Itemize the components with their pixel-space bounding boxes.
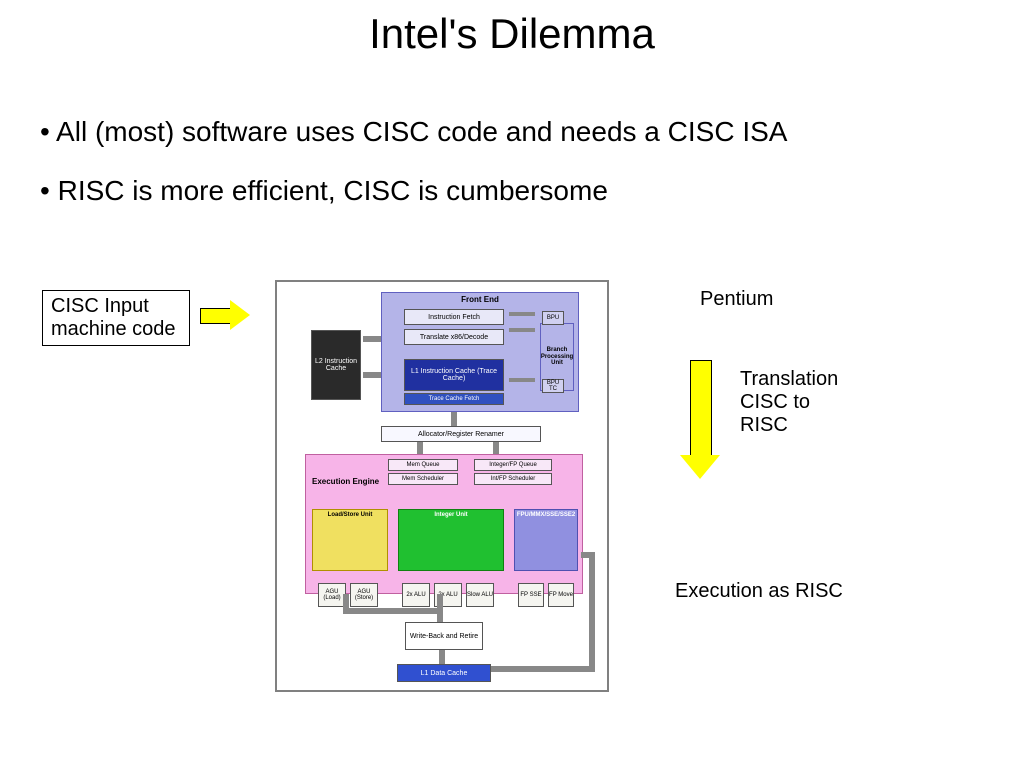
l1-icache-block: L1 Instruction Cache (Trace Cache) xyxy=(404,359,504,391)
ints-block: Int/FP Scheduler xyxy=(474,473,552,485)
execution-label: Execution as RISC xyxy=(675,580,843,603)
intq-block: Integer/FP Queue xyxy=(474,459,552,471)
exec-title: Execution Engine xyxy=(312,477,379,486)
alu3-block: Slow ALU xyxy=(466,583,494,607)
front-end-title: Front End xyxy=(382,295,578,304)
loadstore-block: Load/Store Unit xyxy=(312,509,388,571)
decode-block: Translate x86/Decode xyxy=(404,329,504,345)
arrow-down-icon xyxy=(680,360,720,480)
pentium-label: Pentium xyxy=(700,288,773,311)
writeback-block: Write-Back and Retire xyxy=(405,622,483,650)
cisc-input-box: CISC Input machine code xyxy=(42,290,190,346)
fp1-block: FP SSE xyxy=(518,583,544,607)
translation-label: Translation CISC to RISC xyxy=(740,368,860,437)
fp2-block: FP Move xyxy=(548,583,574,607)
alu1-block: 2x ALU xyxy=(402,583,430,607)
l1-dcache-block: L1 Data Cache xyxy=(397,664,491,682)
bullet-2: RISC is more efficient, CISC is cumberso… xyxy=(40,169,980,214)
trace-fetch-block: Trace Cache Fetch xyxy=(404,393,504,405)
integer-title: Integer Unit xyxy=(399,512,503,518)
l2-cache-block: L2 Instruction Cache xyxy=(311,330,361,400)
bullet-1: All (most) software uses CISC code and n… xyxy=(40,110,980,155)
fpu-title: FPU/MMX/SSE/SSE2 xyxy=(515,512,577,518)
bpu2-block: BPU TC xyxy=(542,379,564,393)
exec-engine-block: Execution Engine Mem Queue Mem Scheduler… xyxy=(305,454,583,594)
agu2-block: AGU (Store) xyxy=(350,583,378,607)
integer-block: Integer Unit xyxy=(398,509,504,571)
slide: Intel's Dilemma All (most) software uses… xyxy=(0,0,1024,768)
bpu1-block: BPU xyxy=(542,311,564,325)
mems-block: Mem Scheduler xyxy=(388,473,458,485)
arrow-right-icon xyxy=(200,300,250,330)
fpu-block: FPU/MMX/SSE/SSE2 xyxy=(514,509,578,571)
allocator-block: Allocator/Register Renamer xyxy=(381,426,541,442)
pentium-diagram: L2 Instruction Cache Front End Instructi… xyxy=(275,280,609,692)
loadstore-title: Load/Store Unit xyxy=(313,512,387,518)
fetch-block: Instruction Fetch xyxy=(404,309,504,325)
memq-block: Mem Queue xyxy=(388,459,458,471)
bullets: All (most) software uses CISC code and n… xyxy=(40,110,980,228)
slide-title: Intel's Dilemma xyxy=(0,10,1024,58)
agu1-block: AGU (Load) xyxy=(318,583,346,607)
front-end-block: Front End Instruction Fetch Translate x8… xyxy=(381,292,579,412)
